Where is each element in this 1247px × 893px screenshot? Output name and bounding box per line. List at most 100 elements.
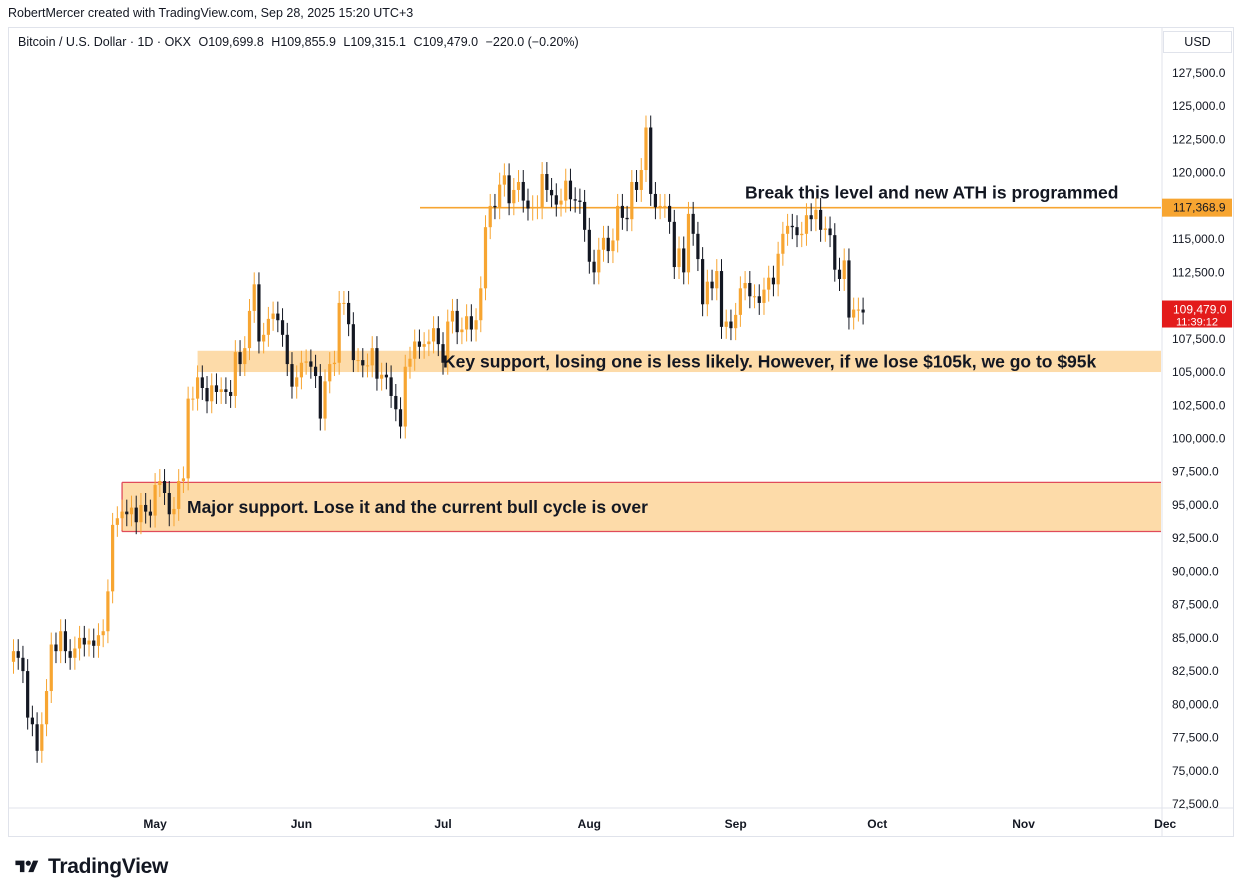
symbol-title[interactable]: Bitcoin / U.S. Dollar · 1D · OKX <box>18 35 191 49</box>
candle-2025-08-19[interactable] <box>672 209 676 280</box>
candle-2025-09-19[interactable] <box>819 197 823 242</box>
candle-2025-06-17[interactable] <box>375 336 379 391</box>
candle-2025-07-04[interactable] <box>455 298 459 345</box>
candle-2025-05-01[interactable] <box>153 473 157 528</box>
candle-2025-05-02[interactable] <box>158 469 162 497</box>
candle-2025-09-22[interactable] <box>833 223 837 282</box>
candle-2025-08-07[interactable] <box>616 193 620 253</box>
candle-2025-04-14[interactable] <box>73 636 77 670</box>
candle-2025-08-25[interactable] <box>701 247 705 317</box>
candle-2025-06-14[interactable] <box>361 348 365 378</box>
candle-2025-08-08[interactable] <box>620 193 624 230</box>
candle-2025-07-10[interactable] <box>483 215 488 301</box>
candle-2025-06-15[interactable] <box>365 353 370 378</box>
candle-2025-08-09[interactable] <box>625 205 629 232</box>
candle-2025-05-12[interactable] <box>205 376 209 414</box>
candle-2025-09-26[interactable] <box>852 297 856 330</box>
candle-2025-07-19[interactable] <box>526 188 530 221</box>
candle-2025-07-14[interactable] <box>502 163 506 197</box>
candle-2025-06-23[interactable] <box>403 354 407 439</box>
candle-2025-08-11[interactable] <box>634 170 639 202</box>
candle-2025-05-16[interactable] <box>224 377 228 404</box>
candle-2025-07-08[interactable] <box>474 308 478 342</box>
candle-2025-09-23[interactable] <box>837 257 842 291</box>
candle-2025-07-25[interactable] <box>554 183 558 217</box>
candle-2025-05-23[interactable] <box>257 272 261 354</box>
candle-2025-08-03[interactable] <box>597 237 601 285</box>
candle-2025-06-26[interactable] <box>417 329 422 359</box>
candle-2025-04-20[interactable] <box>101 619 105 648</box>
candle-2025-09-25[interactable] <box>847 248 851 330</box>
candle-2025-07-30[interactable] <box>578 188 582 214</box>
candle-2025-08-02[interactable] <box>592 249 596 285</box>
candle-2025-05-26[interactable] <box>271 301 275 331</box>
candle-2025-04-10[interactable] <box>54 632 58 664</box>
candle-2025-05-20[interactable] <box>243 336 247 377</box>
candle-2025-07-03[interactable] <box>450 298 455 334</box>
candle-2025-08-29[interactable] <box>719 259 724 339</box>
candle-2025-05-17[interactable] <box>229 380 233 408</box>
candle-2025-06-09[interactable] <box>337 290 341 375</box>
candle-2025-05-25[interactable] <box>266 306 270 347</box>
candle-2025-08-05[interactable] <box>606 225 610 264</box>
candle-2025-04-03[interactable] <box>21 645 25 684</box>
candle-2025-08-23[interactable] <box>691 201 695 246</box>
candle-2025-06-27[interactable] <box>422 332 426 359</box>
candle-2025-07-02[interactable] <box>446 309 450 375</box>
candle-2025-08-22[interactable] <box>686 201 691 285</box>
candle-2025-07-20[interactable] <box>531 195 535 221</box>
candle-2025-04-04[interactable] <box>26 659 30 730</box>
candle-2025-07-27[interactable] <box>564 168 568 213</box>
candle-2025-04-21[interactable] <box>106 579 110 644</box>
candle-2025-06-12[interactable] <box>351 312 355 373</box>
candle-2025-08-24[interactable] <box>696 221 700 272</box>
candle-2025-07-13[interactable] <box>498 172 502 220</box>
candle-2025-09-12[interactable] <box>785 213 790 246</box>
candle-2025-09-09[interactable] <box>771 265 776 297</box>
candle-2025-07-17[interactable] <box>516 170 521 202</box>
candle-2025-07-07[interactable] <box>469 304 473 342</box>
candle-2025-04-30[interactable] <box>148 499 152 528</box>
candle-2025-08-21[interactable] <box>682 236 686 285</box>
candle-2025-07-29[interactable] <box>573 187 577 213</box>
candle-2025-05-19[interactable] <box>238 340 242 377</box>
candle-2025-07-05[interactable] <box>460 317 464 345</box>
candle-2025-06-02[interactable] <box>304 349 308 375</box>
candle-2025-07-16[interactable] <box>512 177 516 216</box>
candle-2025-08-10[interactable] <box>630 170 634 232</box>
candle-2025-04-18[interactable] <box>92 628 96 658</box>
candle-2025-04-02[interactable] <box>16 639 20 670</box>
candle-2025-05-10[interactable] <box>195 365 200 411</box>
candle-2025-06-01[interactable] <box>299 350 304 390</box>
currency-selector[interactable]: USD <box>1163 31 1232 53</box>
candle-2025-06-13[interactable] <box>356 348 360 373</box>
candle-2025-06-11[interactable] <box>347 290 351 337</box>
candle-2025-09-01[interactable] <box>734 302 738 341</box>
candle-2025-05-05[interactable] <box>172 496 176 527</box>
candle-2025-08-28[interactable] <box>715 259 719 301</box>
candle-2025-09-10[interactable] <box>776 241 780 297</box>
candle-2025-06-24[interactable] <box>408 346 412 379</box>
candle-2025-09-02[interactable] <box>738 276 742 327</box>
candle-2025-09-06[interactable] <box>757 284 761 315</box>
candle-2025-05-21[interactable] <box>247 298 252 361</box>
support-zone-2[interactable] <box>122 482 1161 532</box>
candle-2025-08-01[interactable] <box>587 217 591 274</box>
candle-2025-08-13[interactable] <box>644 115 648 182</box>
candle-2025-07-12[interactable] <box>493 193 497 220</box>
candle-2025-05-13[interactable] <box>210 373 214 414</box>
candle-2025-05-18[interactable] <box>233 340 237 408</box>
candle-2025-04-28[interactable] <box>139 492 143 535</box>
candle-2025-06-28[interactable] <box>427 329 431 357</box>
candle-2025-07-11[interactable] <box>488 193 492 240</box>
candle-2025-05-27[interactable] <box>276 301 280 333</box>
candle-2025-06-08[interactable] <box>332 350 337 377</box>
candle-2025-07-31[interactable] <box>583 189 587 242</box>
candle-2025-05-06[interactable] <box>177 469 181 521</box>
candle-2025-06-20[interactable] <box>389 365 393 408</box>
candle-2025-07-18[interactable] <box>521 170 525 213</box>
candle-2025-06-29[interactable] <box>431 316 436 354</box>
candle-2025-05-07[interactable] <box>181 466 186 493</box>
candle-2025-05-09[interactable] <box>191 386 195 411</box>
